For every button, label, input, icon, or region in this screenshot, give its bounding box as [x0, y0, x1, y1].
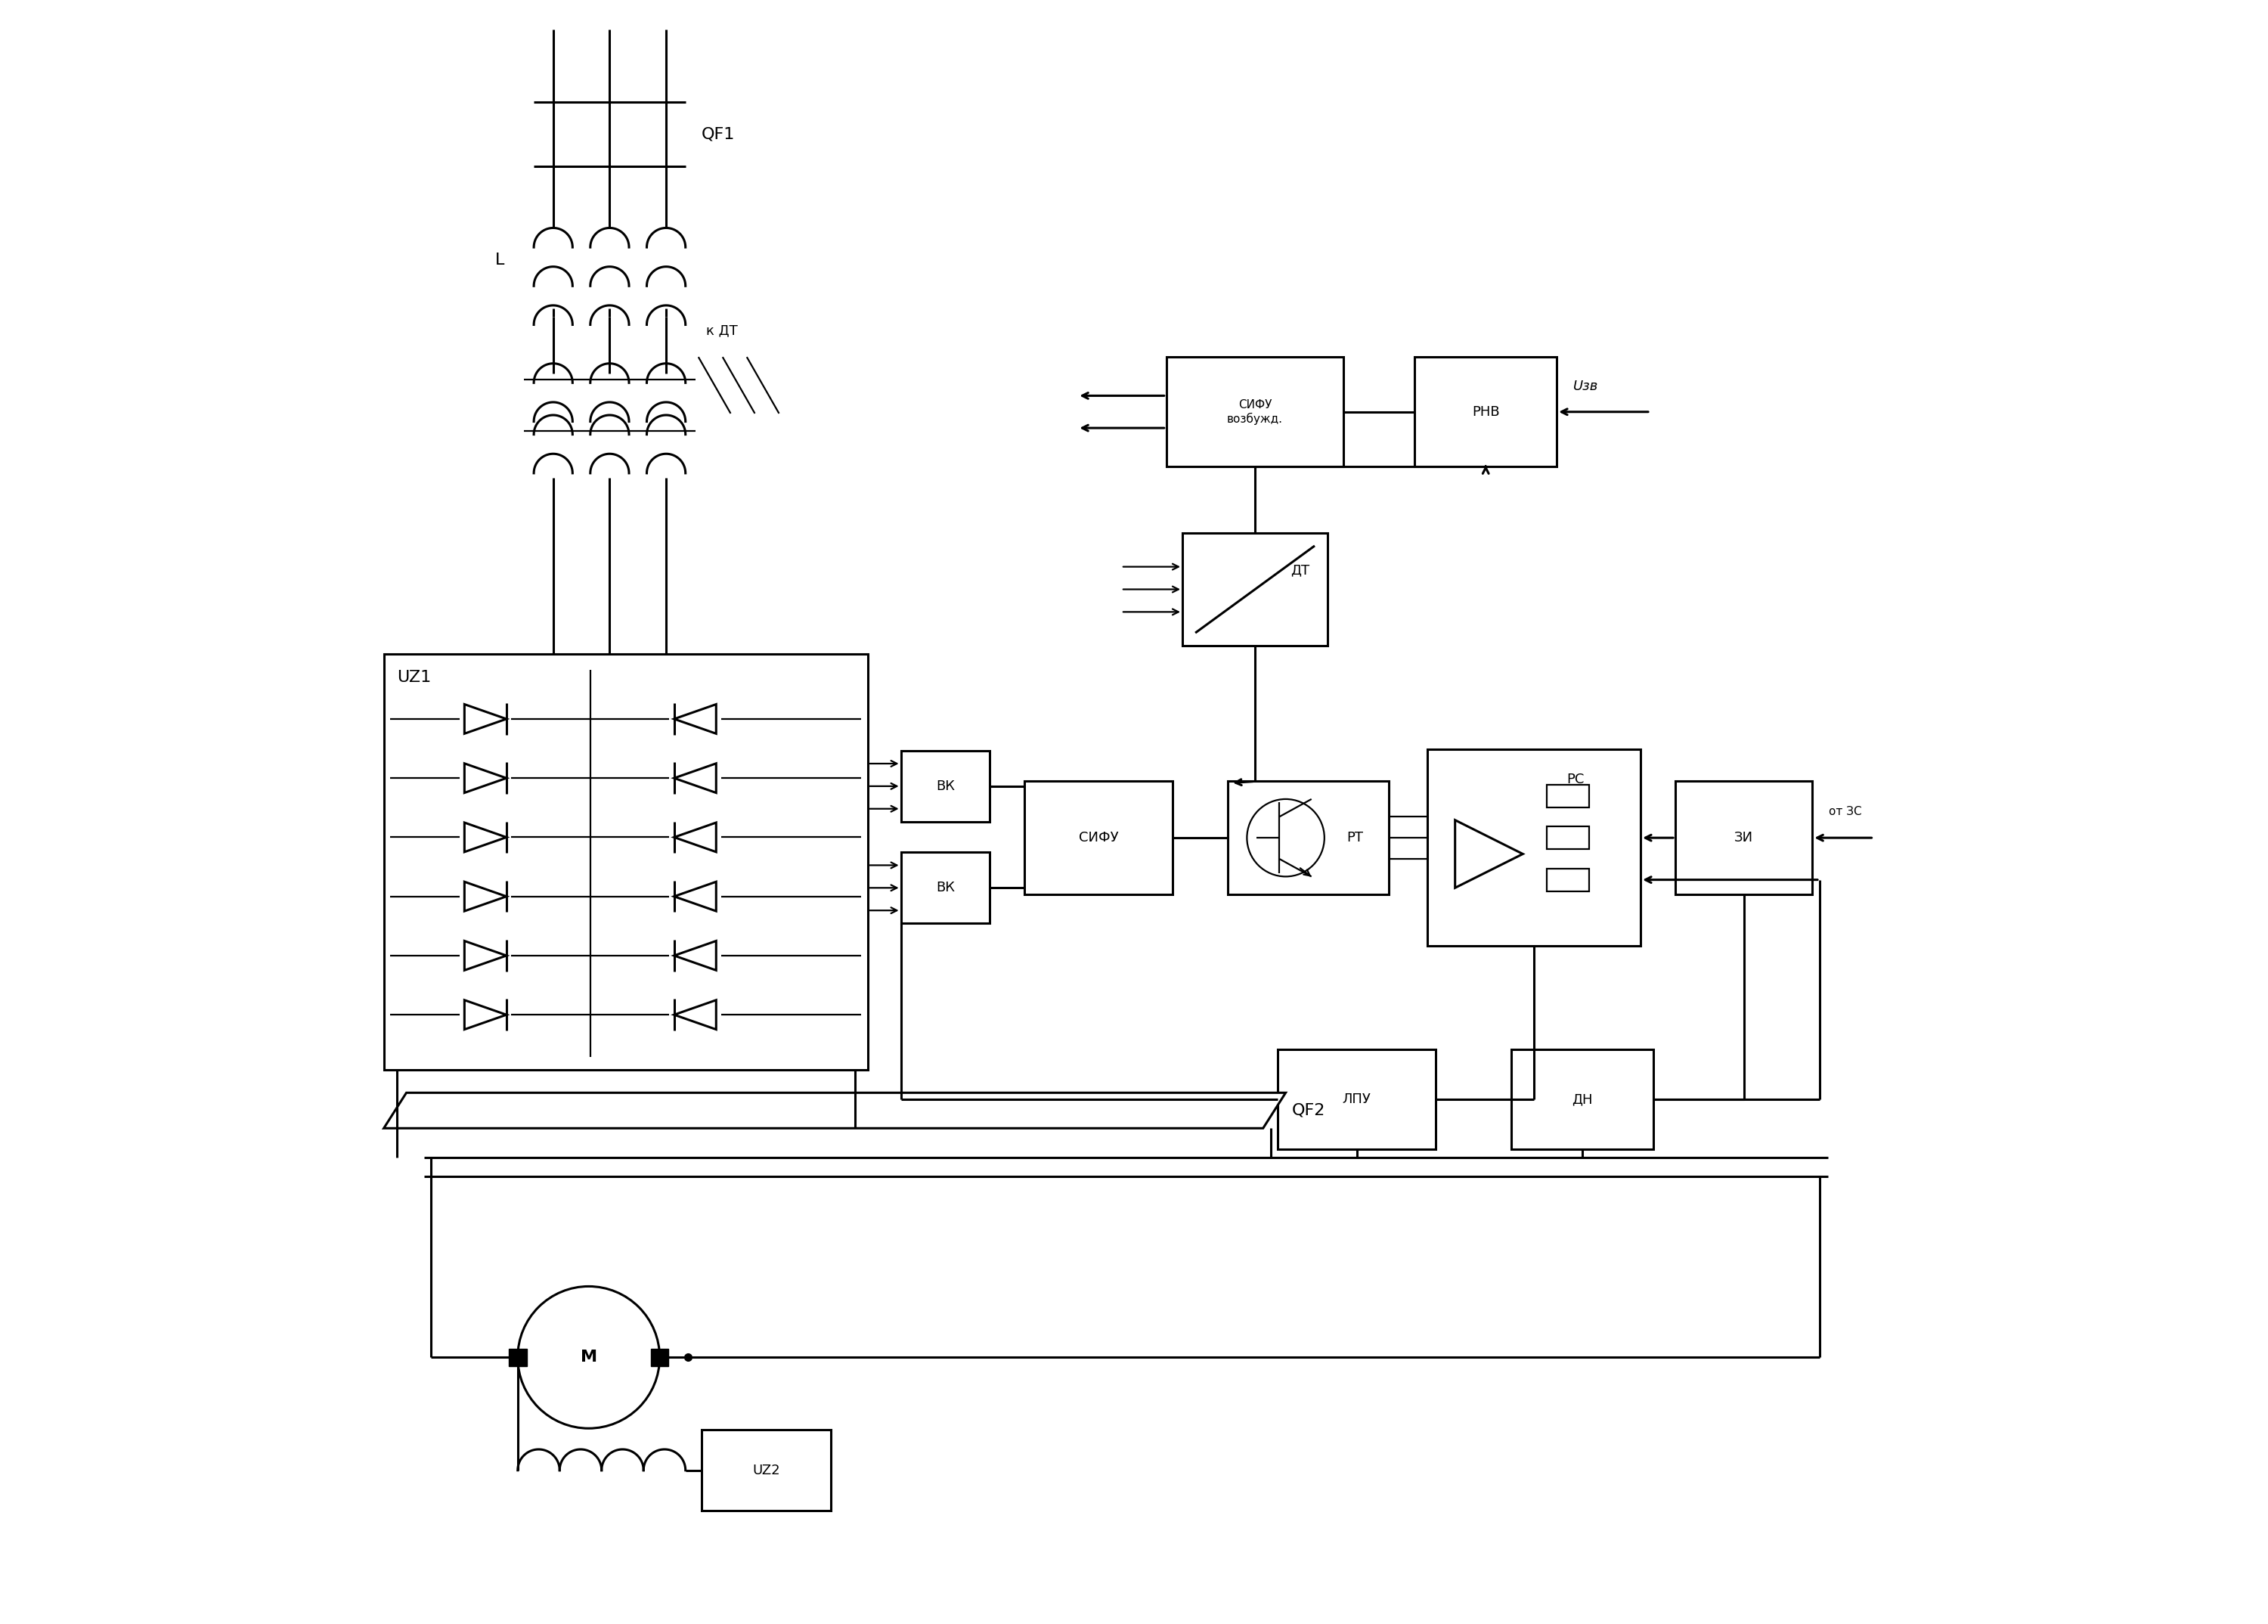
Text: ЗИ: ЗИ — [1735, 831, 1753, 844]
Text: ВК: ВК — [937, 882, 955, 895]
Polygon shape — [465, 705, 506, 734]
Bar — [1415, 357, 1556, 466]
Text: L: L — [494, 253, 506, 268]
Bar — [1547, 784, 1590, 807]
Text: ДТ: ДТ — [1290, 564, 1309, 577]
Bar — [1427, 749, 1640, 945]
Polygon shape — [674, 882, 717, 911]
Text: М: М — [581, 1350, 596, 1364]
Bar — [1510, 1049, 1653, 1150]
Polygon shape — [465, 823, 506, 853]
Polygon shape — [465, 763, 506, 793]
Text: РС: РС — [1567, 773, 1583, 786]
Text: ЛПУ: ЛПУ — [1343, 1093, 1370, 1106]
Bar — [1025, 781, 1173, 895]
Text: РНВ: РНВ — [1472, 404, 1499, 419]
Polygon shape — [674, 823, 717, 853]
Text: QF1: QF1 — [701, 127, 735, 141]
Polygon shape — [674, 763, 717, 793]
Bar — [1227, 781, 1388, 895]
Polygon shape — [674, 940, 717, 970]
Polygon shape — [383, 1093, 1286, 1129]
Text: ДН: ДН — [1572, 1093, 1592, 1106]
Text: СИФУ
возбужд.: СИФУ возбужд. — [1227, 400, 1284, 424]
Polygon shape — [465, 1000, 506, 1030]
Text: РТ: РТ — [1347, 831, 1363, 844]
Bar — [701, 1431, 830, 1510]
Polygon shape — [674, 1000, 717, 1030]
Polygon shape — [674, 705, 717, 734]
Bar — [1277, 1049, 1436, 1150]
Polygon shape — [465, 940, 506, 970]
Polygon shape — [465, 882, 506, 911]
Text: к ДТ: к ДТ — [705, 325, 737, 338]
Text: ВК: ВК — [937, 780, 955, 793]
Text: QF2: QF2 — [1293, 1103, 1327, 1117]
Bar — [651, 1348, 669, 1366]
Bar — [1547, 827, 1590, 849]
Text: от ЗС: от ЗС — [1828, 807, 1862, 817]
Text: UZ1: UZ1 — [397, 671, 431, 685]
Bar — [383, 654, 869, 1070]
Bar — [508, 1348, 526, 1366]
Bar — [1676, 781, 1812, 895]
Text: Uзв: Uзв — [1572, 380, 1599, 393]
Bar — [900, 750, 989, 822]
Text: UZ2: UZ2 — [753, 1463, 780, 1478]
Text: СИФУ: СИФУ — [1080, 831, 1118, 844]
Polygon shape — [1456, 820, 1522, 888]
Bar — [1547, 869, 1590, 892]
Bar — [900, 853, 989, 924]
Bar — [1182, 533, 1327, 646]
Bar — [1166, 357, 1343, 466]
